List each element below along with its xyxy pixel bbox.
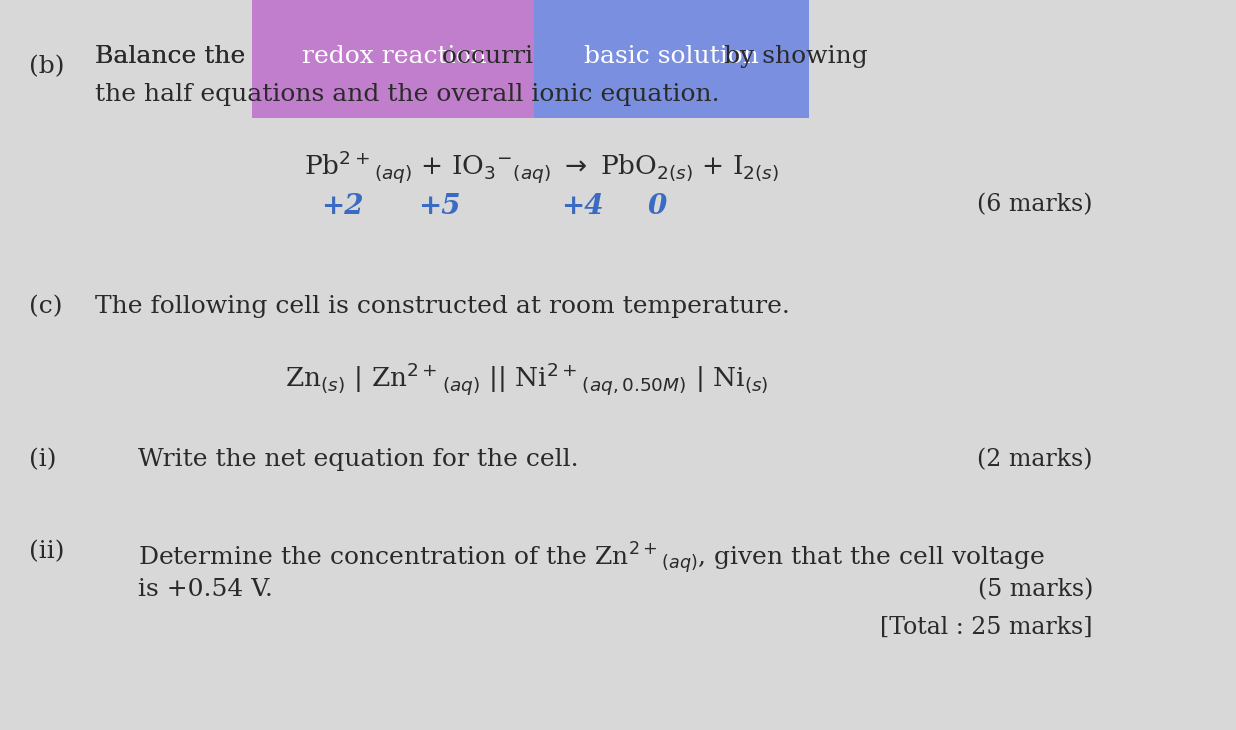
Text: Balance the following: Balance the following [95, 45, 378, 68]
Text: +4: +4 [561, 193, 603, 220]
Text: The following cell is constructed at room temperature.: The following cell is constructed at roo… [95, 295, 790, 318]
Text: by showing: by showing [716, 45, 868, 68]
Text: (i): (i) [28, 448, 56, 471]
Text: (ii): (ii) [28, 540, 64, 563]
Text: (2 marks): (2 marks) [978, 448, 1093, 471]
Text: +2: +2 [321, 193, 363, 220]
Text: the half equations and the overall ionic equation.: the half equations and the overall ionic… [95, 83, 719, 106]
Text: (5 marks): (5 marks) [978, 578, 1093, 601]
Text: occurring in a: occurring in a [434, 45, 628, 68]
Text: [Total : 25 marks]: [Total : 25 marks] [880, 616, 1093, 639]
Text: +5: +5 [418, 193, 461, 220]
Text: basic solution: basic solution [585, 45, 759, 68]
Text: redox reaction: redox reaction [302, 45, 487, 68]
Text: (6 marks): (6 marks) [978, 193, 1093, 216]
Text: is +0.54 V.: is +0.54 V. [137, 578, 273, 601]
Text: (c): (c) [28, 295, 62, 318]
Text: Write the net equation for the cell.: Write the net equation for the cell. [137, 448, 578, 471]
Text: Pb$^{2+}$$_{(aq)}$ + IO$_3$$^{-}$$_{(aq)}$ $\rightarrow$ PbO$_{2(s)}$ + I$_{2(s): Pb$^{2+}$$_{(aq)}$ + IO$_3$$^{-}$$_{(aq)… [304, 148, 779, 185]
Text: Determine the concentration of the Zn$^{2+}$$_{(aq)}$, given that the cell volta: Determine the concentration of the Zn$^{… [137, 540, 1044, 576]
Text: 0: 0 [648, 193, 667, 220]
Text: Zn$_{(s)}$ | Zn$^{2+}$$_{(aq)}$ || Ni$^{2+}$$_{(aq, 0.50 M)}$ | Ni$_{(s)}$: Zn$_{(s)}$ | Zn$^{2+}$$_{(aq)}$ || Ni$^{… [286, 360, 769, 397]
Text: (b): (b) [28, 55, 64, 78]
Text: Balance the following: Balance the following [95, 45, 378, 68]
